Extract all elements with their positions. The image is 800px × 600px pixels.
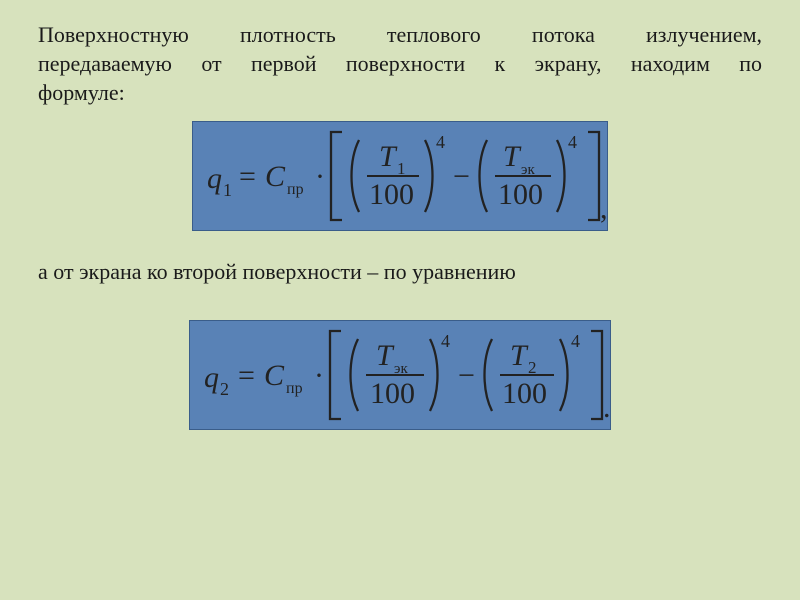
f1-minus: −	[453, 160, 470, 193]
svg-text:100: 100	[502, 377, 547, 410]
svg-text:C: C	[265, 160, 286, 193]
para1-line2: передаваемую от первой поверхности к экр…	[38, 49, 762, 78]
paragraph-2: а от экрана ко второй поверхности – по у…	[38, 257, 762, 286]
svg-text:4: 4	[441, 331, 450, 351]
formula-2-svg: q 2 = C пр · T эк 100 4	[190, 321, 610, 429]
formula-2-container: q 2 = C пр · T эк 100 4	[38, 320, 762, 430]
f2-minus: −	[458, 359, 475, 392]
svg-text:пр: пр	[286, 380, 303, 397]
svg-text:100: 100	[498, 178, 543, 211]
slide: Поверхностную плотность теплового потока…	[0, 0, 800, 600]
svg-text:4: 4	[436, 132, 445, 152]
paragraph-1: Поверхностную плотность теплового потока…	[38, 20, 762, 107]
f1-trailing: ,	[600, 192, 607, 225]
svg-text:·: ·	[314, 359, 324, 392]
svg-text:C: C	[264, 359, 285, 392]
svg-text:4: 4	[571, 331, 580, 351]
svg-text:4: 4	[568, 132, 577, 152]
para1-line3: формуле:	[38, 78, 762, 107]
svg-text:·: ·	[315, 160, 325, 193]
svg-text:100: 100	[370, 377, 415, 410]
svg-text:T: T	[503, 140, 522, 173]
svg-text:q: q	[204, 361, 219, 394]
svg-text:q: q	[207, 162, 222, 195]
svg-text:=: =	[239, 160, 256, 193]
svg-text:T: T	[510, 339, 529, 372]
formula-2-box: q 2 = C пр · T эк 100 4	[189, 320, 611, 430]
para1-line1: Поверхностную плотность теплового потока…	[38, 20, 762, 49]
formula-1-container: q 1 = C пр · T 1 100	[38, 121, 762, 231]
svg-text:100: 100	[369, 178, 414, 211]
svg-text:T: T	[379, 140, 398, 173]
svg-text:2: 2	[220, 379, 229, 399]
svg-text:=: =	[238, 359, 255, 392]
svg-text:1: 1	[223, 180, 232, 200]
svg-text:T: T	[376, 339, 395, 372]
formula-1-svg: q 1 = C пр · T 1 100	[193, 122, 607, 230]
svg-text:пр: пр	[287, 181, 304, 198]
f2-trailing: .	[603, 391, 610, 424]
formula-1-box: q 1 = C пр · T 1 100	[192, 121, 608, 231]
